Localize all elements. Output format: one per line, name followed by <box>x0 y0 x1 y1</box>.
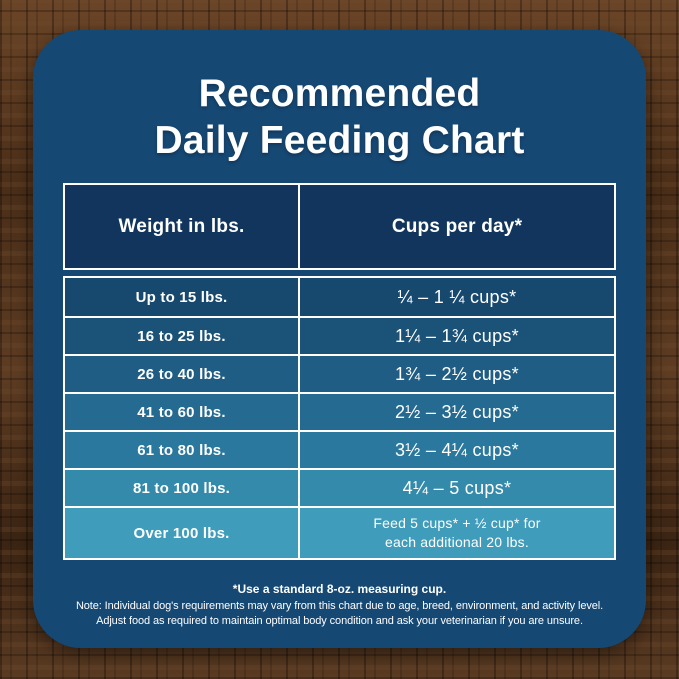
weight-cell: Up to 15 lbs. <box>65 278 298 316</box>
column-divider <box>298 394 300 430</box>
header-cups-label: Cups per day* <box>391 215 523 237</box>
weight-cell: 26 to 40 lbs. <box>65 356 298 392</box>
column-divider <box>298 508 300 558</box>
weight-value: 16 to 25 lbs. <box>137 327 226 345</box>
weight-value: Over 100 lbs. <box>133 524 230 542</box>
cups-value: 1¾ – 2½ cups* <box>395 363 519 384</box>
column-divider <box>298 318 300 354</box>
table-row: Over 100 lbs. Feed 5 cups* + ½ cup* for … <box>65 506 614 558</box>
weight-value: 81 to 100 lbs. <box>132 479 230 497</box>
cups-value: 2½ – 3½ cups* <box>395 401 519 422</box>
table-row: 26 to 40 lbs. 1¾ – 2½ cups* <box>65 354 614 392</box>
page-title-line1: Recommended <box>198 72 481 115</box>
cups-value: 1¼ – 1¾ cups* <box>395 325 519 346</box>
adjust-food-note: Adjust food as required to maintain opti… <box>96 614 583 627</box>
cups-value: 3½ – 4¼ cups* <box>395 439 519 460</box>
weight-cell: 41 to 60 lbs. <box>65 394 298 430</box>
column-divider <box>298 185 300 268</box>
weight-value: 26 to 40 lbs. <box>137 365 226 383</box>
column-divider <box>298 356 300 392</box>
table-row: 81 to 100 lbs. 4¼ – 5 cups* <box>65 468 614 506</box>
cups-cell: 4¼ – 5 cups* <box>300 470 614 506</box>
column-divider <box>298 470 300 506</box>
feeding-chart-card: Recommended Daily Feeding Chart Weight i… <box>33 30 646 648</box>
header-weight-label: Weight in lbs. <box>118 215 245 237</box>
table-header-row: Weight in lbs. Cups per day* <box>63 183 616 270</box>
header-weight-cell: Weight in lbs. <box>65 185 298 268</box>
cups-cell: 2½ – 3½ cups* <box>300 394 614 430</box>
weight-cell: Over 100 lbs. <box>65 508 298 558</box>
weight-cell: 16 to 25 lbs. <box>65 318 298 354</box>
weight-cell: 61 to 80 lbs. <box>65 432 298 468</box>
footnotes: *Use a standard 8-oz. measuring cup. Not… <box>33 582 646 628</box>
cups-value: 4¼ – 5 cups* <box>402 477 512 498</box>
cups-cell: 1¼ – 1¾ cups* <box>300 318 614 354</box>
cups-cell: ¼ – 1 ¼ cups* <box>300 278 614 316</box>
table-row: 16 to 25 lbs. 1¼ – 1¾ cups* <box>65 316 614 354</box>
cups-value: ¼ – 1 ¼ cups* <box>397 286 517 307</box>
feeding-table: Weight in lbs. Cups per day* Up to 15 lb… <box>63 183 616 560</box>
column-divider <box>298 432 300 468</box>
cups-value-line2: each additional 20 lbs. <box>385 534 529 550</box>
cups-cell: 3½ – 4¼ cups* <box>300 432 614 468</box>
cups-cell: Feed 5 cups* + ½ cup* for each additiona… <box>300 508 614 558</box>
weight-value: 61 to 80 lbs. <box>137 441 226 459</box>
weight-cell: 81 to 100 lbs. <box>65 470 298 506</box>
table-body: Up to 15 lbs. ¼ – 1 ¼ cups* 16 to 25 lbs… <box>63 276 616 560</box>
page-title-line2: Daily Feeding Chart <box>154 119 525 162</box>
weight-value: 41 to 60 lbs. <box>137 403 226 421</box>
header-cups-cell: Cups per day* <box>300 185 614 268</box>
page-title: Recommended Daily Feeding Chart <box>33 70 646 164</box>
weight-value: Up to 15 lbs. <box>135 288 228 306</box>
cups-value-line1: Feed 5 cups* + ½ cup* for <box>373 515 541 531</box>
table-row: 61 to 80 lbs. 3½ – 4¼ cups* <box>65 430 614 468</box>
requirements-note: Note: Individual dog's requirements may … <box>75 600 604 612</box>
table-row: Up to 15 lbs. ¼ – 1 ¼ cups* <box>65 278 614 316</box>
cups-cell: 1¾ – 2½ cups* <box>300 356 614 392</box>
column-divider <box>298 278 300 316</box>
table-row: 41 to 60 lbs. 2½ – 3½ cups* <box>65 392 614 430</box>
measuring-cup-note: *Use a standard 8-oz. measuring cup. <box>232 582 447 596</box>
